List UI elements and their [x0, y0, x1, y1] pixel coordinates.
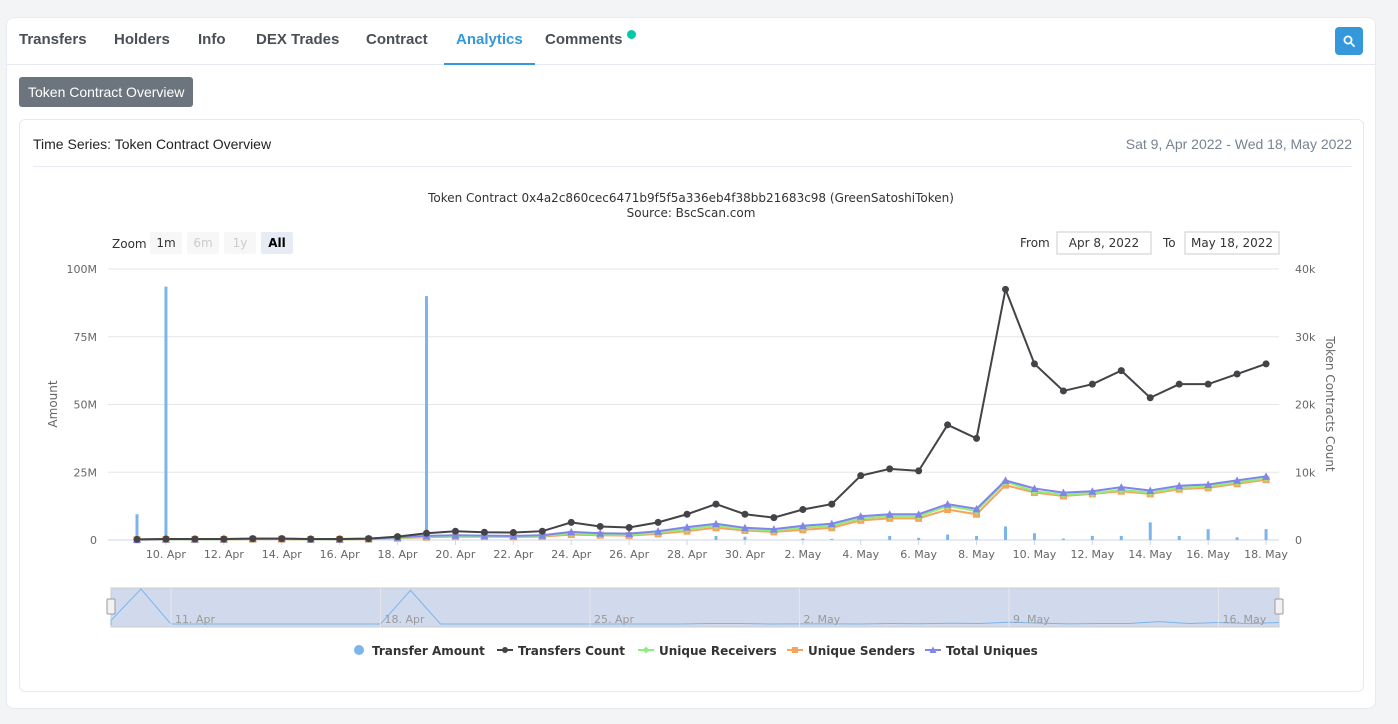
panel-title: Time Series: Token Contract Overview — [33, 136, 272, 152]
chart-panel: Time Series: Token Contract Overview Sat… — [19, 119, 1364, 692]
tab-info[interactable]: Info — [198, 31, 226, 48]
token-contract-overview-button[interactable]: Token Contract Overview — [19, 77, 194, 107]
comments-notification-dot — [627, 30, 636, 39]
search-button[interactable] — [1335, 27, 1363, 55]
tab-analytics[interactable]: Analytics — [444, 18, 535, 65]
tab-transfers[interactable]: Transfers — [19, 31, 87, 48]
tab-comments[interactable]: Comments — [545, 31, 623, 48]
divider — [33, 166, 1352, 167]
panel-date-range: Sat 9, Apr 2022 - Wed 18, May 2022 — [1125, 136, 1352, 152]
tab-contract[interactable]: Contract — [366, 31, 428, 48]
tab-holders[interactable]: Holders — [114, 31, 170, 48]
tab-bar: Transfers Holders Info DEX Trades Contra… — [7, 18, 1375, 65]
search-icon — [1343, 35, 1355, 47]
token-card: Transfers Holders Info DEX Trades Contra… — [6, 17, 1376, 709]
tab-dex-trades[interactable]: DEX Trades — [256, 31, 340, 48]
